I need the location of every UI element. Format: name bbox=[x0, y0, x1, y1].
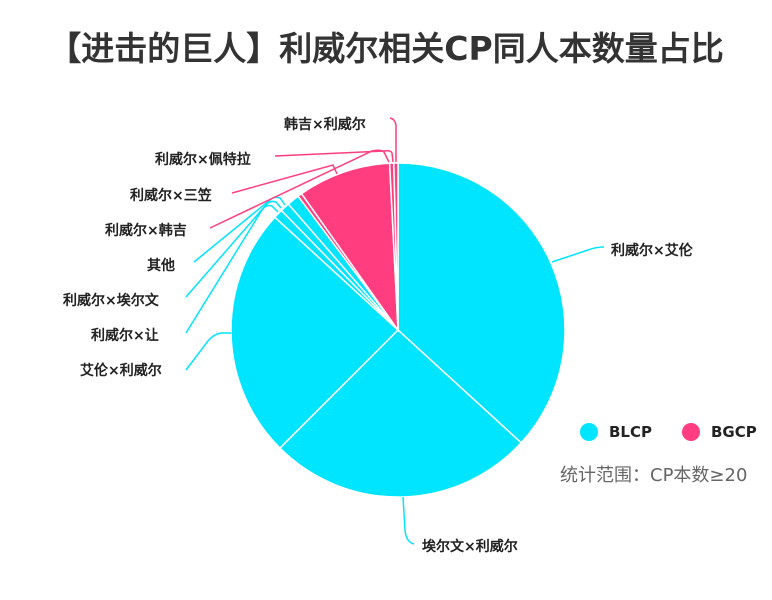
legend-label-bgcp: BGCP bbox=[711, 423, 757, 441]
legend: BLCP BGCP bbox=[580, 423, 772, 441]
pie-slice[interactable] bbox=[393, 162, 399, 331]
scope-note: 统计范围：CP本数≥20 bbox=[560, 465, 748, 486]
slice-label-erwin-levi: 埃尔文×利威尔 bbox=[422, 539, 518, 555]
chart-title: 【进击的巨人】利威尔相关CP同人本数量占比 bbox=[48, 29, 724, 68]
slice-label-levi-petra: 利威尔×佩特拉 bbox=[155, 152, 251, 168]
pie-slice[interactable] bbox=[300, 162, 399, 333]
pie-slice[interactable] bbox=[397, 162, 566, 444]
slice-label-other: 其他 bbox=[147, 258, 175, 274]
pie-slice[interactable] bbox=[230, 216, 400, 450]
slice-label-hange-levi: 韩吉×利威尔 bbox=[284, 117, 366, 133]
legend-label-blcp: BLCP bbox=[609, 423, 652, 441]
slice-label-levi-eren: 利威尔×艾伦 bbox=[611, 243, 693, 259]
slice-label-eren-levi: 艾伦×利威尔 bbox=[80, 363, 162, 379]
legend-item-blcp[interactable]: BLCP bbox=[580, 423, 652, 441]
leader-lines bbox=[185, 117, 605, 545]
slice-label-levi-mikasa: 利威尔×三笠 bbox=[130, 188, 212, 204]
pie-slices bbox=[230, 162, 566, 498]
slice-label-levi-hange: 利威尔×韩吉 bbox=[105, 223, 187, 239]
legend-dot-bgcp-icon bbox=[682, 423, 700, 441]
slice-label-levi-jean: 利威尔×让 bbox=[91, 328, 159, 344]
slice-label-levi-erwin: 利威尔×埃尔文 bbox=[63, 293, 159, 309]
legend-dot-blcp-icon bbox=[580, 423, 598, 441]
pie-slice[interactable] bbox=[278, 328, 523, 498]
legend-item-bgcp[interactable]: BGCP bbox=[682, 423, 757, 441]
